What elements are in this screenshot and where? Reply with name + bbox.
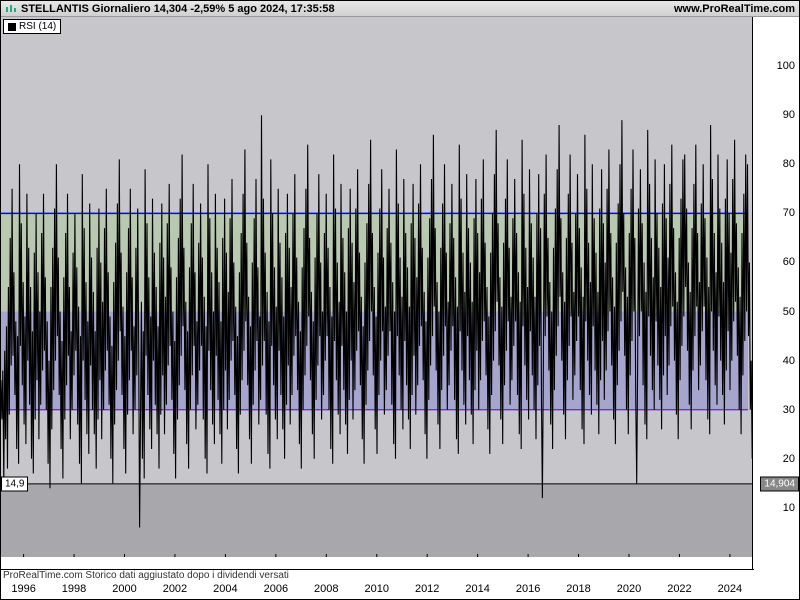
chart-container: STELLANTIS Giornaliero 14,304 -2,59% 5 a… [0, 0, 800, 600]
y-tick: 10 [783, 502, 795, 514]
candles-icon [5, 3, 17, 15]
current-value-badge-left: 14,9 [1, 476, 28, 491]
y-tick: 100 [777, 60, 795, 72]
x-tick: 2022 [667, 583, 691, 595]
header-left: STELLANTIS Giornaliero 14,304 -2,59% 5 a… [5, 3, 335, 15]
x-tick: 2024 [718, 583, 742, 595]
x-tick: 2006 [264, 583, 288, 595]
current-value-badge: 14,904 [760, 476, 799, 491]
chart-title: STELLANTIS Giornaliero 14,304 -2,59% 5 a… [21, 3, 335, 15]
x-tick: 2010 [364, 583, 388, 595]
x-tick: 2016 [516, 583, 540, 595]
y-tick: 60 [783, 256, 795, 268]
chart-svg [1, 17, 754, 571]
series-color-swatch [8, 23, 16, 31]
y-axis: 10 20 30 40 50 60 70 80 90 100 14,904 [752, 17, 799, 571]
x-tick: 2014 [465, 583, 489, 595]
chart-plot-area[interactable] [1, 17, 754, 571]
y-tick: 20 [783, 453, 795, 465]
x-tick: 2018 [566, 583, 590, 595]
header-bar: STELLANTIS Giornaliero 14,304 -2,59% 5 a… [1, 1, 799, 17]
y-tick: 90 [783, 109, 795, 121]
y-tick: 50 [783, 306, 795, 318]
x-tick: 2002 [163, 583, 187, 595]
y-tick: 30 [783, 404, 795, 416]
indicator-label: RSI (14) [19, 21, 56, 32]
y-tick: 80 [783, 158, 795, 170]
x-tick: 2020 [617, 583, 641, 595]
x-tick: 2004 [213, 583, 237, 595]
y-tick: 40 [783, 355, 795, 367]
x-tick: 1998 [62, 583, 86, 595]
x-tick: 2008 [314, 583, 338, 595]
x-tick: 1996 [11, 583, 35, 595]
y-tick: 70 [783, 207, 795, 219]
brand-link[interactable]: www.ProRealTime.com [674, 3, 795, 15]
indicator-badge[interactable]: RSI (14) [3, 19, 61, 34]
x-axis: ProRealTime.com Storico dati aggiustato … [1, 569, 754, 599]
x-tick: 2012 [415, 583, 439, 595]
x-tick: 2000 [112, 583, 136, 595]
footer-note: ProRealTime.com Storico dati aggiustato … [3, 570, 289, 581]
